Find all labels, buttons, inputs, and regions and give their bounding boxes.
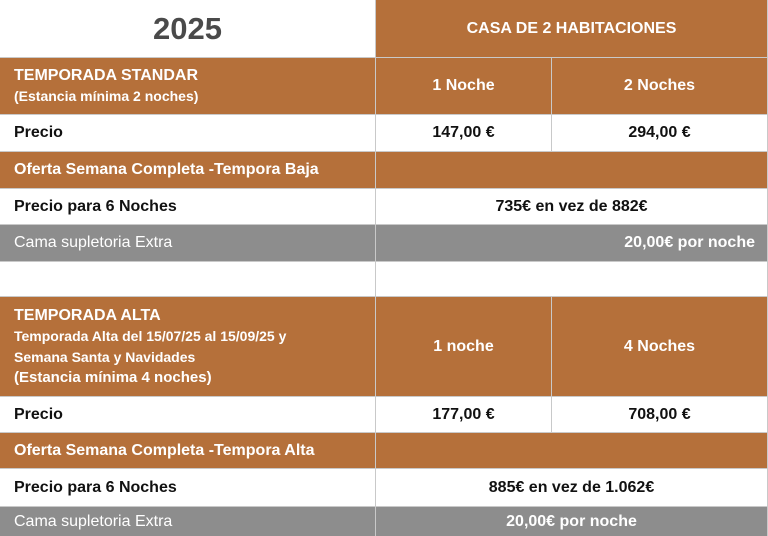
standard-price-row: Precio 147,00 € 294,00 € [0,115,768,152]
high-season-holidays: Semana Santa y Navidades [14,348,196,365]
spacer-row [0,262,768,297]
standard-price-1: 147,00 € [376,115,552,152]
standard-season-title: TEMPORADA STANDAR [14,66,198,84]
high-season-title: TEMPORADA ALTA [14,306,161,324]
high-season-header-row: TEMPORADA ALTA Temporada Alta del 15/07/… [0,297,768,397]
standard-season-subtitle: (Estancia mínima 2 noches) [14,87,199,104]
high-season-dates: Temporada Alta del 15/07/25 al 15/09/25 … [14,327,287,344]
standard-offer-title-row: Oferta Semana Completa -Tempora Baja [0,152,768,189]
high-offer-title-row: Oferta Semana Completa -Tempora Alta [0,433,768,469]
standard-price-2: 294,00 € [552,115,768,152]
high-extra-bed-label: Cama supletoria Extra [0,507,376,536]
high-price-row: Precio 177,00 € 708,00 € [0,397,768,433]
standard-extra-bed-row: Cama supletoria Extra 20,00€ por noche [0,225,768,262]
standard-extra-bed-value: 20,00€ por noche [376,225,768,262]
high-offer-price-row: Precio para 6 Noches 885€ en vez de 1.06… [0,469,768,507]
high-price-1: 177,00 € [376,397,552,433]
standard-offer-value: 735€ en vez de 882€ [376,189,768,225]
high-offer-empty-cell [376,433,768,469]
standard-col-1-night: 1 Noche [376,58,552,115]
standard-price-label: Precio [0,115,376,152]
high-offer-title: Oferta Semana Completa -Tempora Alta [0,433,376,469]
high-extra-bed-row: Cama supletoria Extra 20,00€ por noche [0,507,768,536]
house-title: CASA DE 2 HABITACIONES [376,0,768,58]
high-season-title-cell: TEMPORADA ALTA Temporada Alta del 15/07/… [0,297,376,397]
high-col-1-night: 1 noche [376,297,552,397]
standard-extra-bed-label: Cama supletoria Extra [0,225,376,262]
high-season-min-stay: (Estancia mínima 4 noches) [14,368,212,386]
standard-offer-label: Precio para 6 Noches [0,189,376,225]
high-offer-label: Precio para 6 Noches [0,469,376,507]
high-price-label: Precio [0,397,376,433]
standard-col-2-nights: 2 Noches [552,58,768,115]
high-price-4: 708,00 € [552,397,768,433]
high-col-4-nights: 4 Noches [552,297,768,397]
standard-season-title-cell: TEMPORADA STANDAR (Estancia mínima 2 noc… [0,58,376,115]
table-header-row: 2025 CASA DE 2 HABITACIONES [0,0,768,58]
spacer-cell-right [376,262,768,297]
year-label: 2025 [0,0,376,58]
high-extra-bed-value: 20,00€ por noche [376,507,768,536]
standard-offer-empty-cell [376,152,768,189]
high-offer-value: 885€ en vez de 1.062€ [376,469,768,507]
spacer-cell-left [0,262,376,297]
standard-season-header-row: TEMPORADA STANDAR (Estancia mínima 2 noc… [0,58,768,115]
standard-offer-title: Oferta Semana Completa -Tempora Baja [0,152,376,189]
standard-offer-price-row: Precio para 6 Noches 735€ en vez de 882€ [0,189,768,225]
